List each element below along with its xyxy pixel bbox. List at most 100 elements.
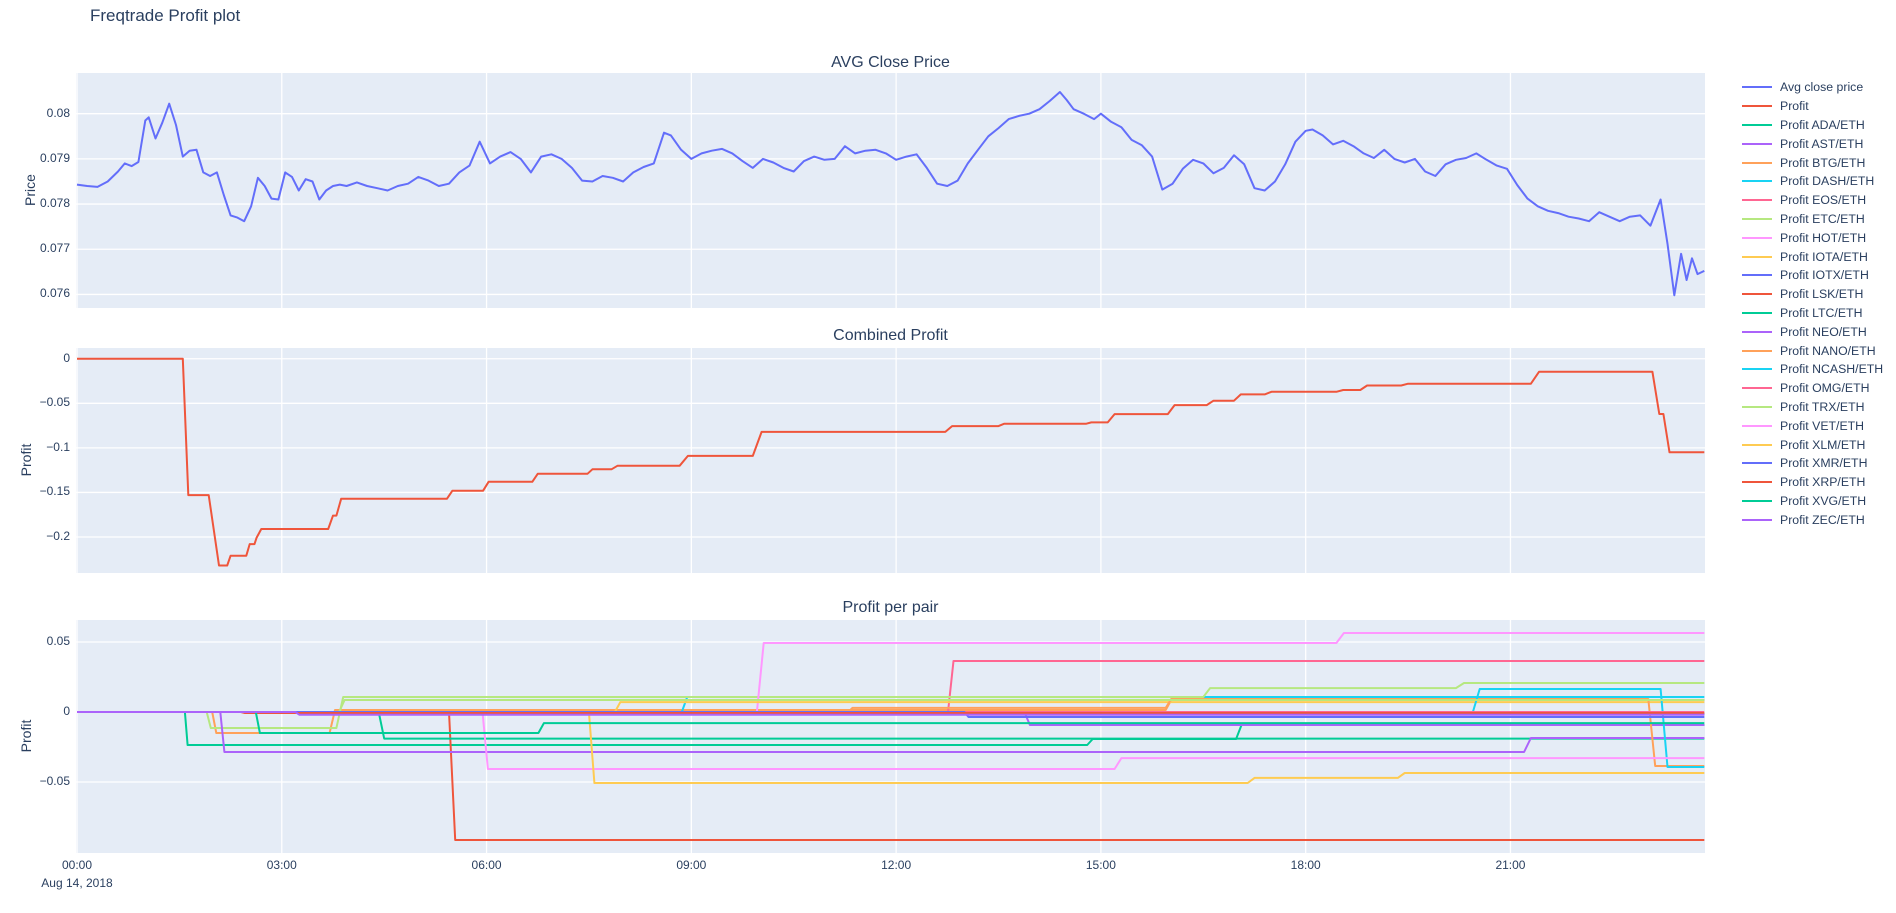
legend-line-swatch [1742,499,1772,502]
x-tick-label: 15:00 [1085,858,1116,872]
legend-item-label: Profit TRX/ETH [1780,399,1865,414]
legend-item-label: Profit XLM/ETH [1780,437,1866,452]
plot-background [76,348,1705,573]
y-tick-label: −0.2 [46,529,70,543]
legend-item-avg-close-price[interactable]: Avg close price [1742,78,1883,97]
legend-line-swatch [1742,217,1772,220]
legend-line-swatch [1742,518,1772,521]
legend-item-label: Profit VET/ETH [1780,418,1865,433]
legend-item-profit-xlm-eth[interactable]: Profit XLM/ETH [1742,435,1883,454]
legend-line-swatch [1742,330,1772,333]
legend-item-label: Avg close price [1780,80,1864,95]
x-tick-label: 21:00 [1495,858,1526,872]
subplot-combined-plot-area[interactable] [76,348,1705,573]
series-line-profit-ada-eth [77,711,1705,746]
legend-line-swatch [1742,180,1772,183]
legend-line-swatch [1742,481,1772,484]
legend-item-label: Profit ZEC/ETH [1780,512,1865,527]
legend-line-swatch [1742,105,1772,108]
y-tick-label: 0.08 [46,105,70,120]
legend-item-profit-trx-eth[interactable]: Profit TRX/ETH [1742,398,1883,417]
y-tick-label: 0.076 [39,286,70,301]
legend-line-swatch [1742,405,1772,408]
legend-item-profit[interactable]: Profit [1742,97,1883,116]
legend-item-profit-xrp-eth[interactable]: Profit XRP/ETH [1742,473,1883,492]
x-axis-date-label: Aug 14, 2018 [41,876,113,890]
legend-item-profit-omg-eth[interactable]: Profit OMG/ETH [1742,379,1883,398]
legend-item-profit-lsk-eth[interactable]: Profit LSK/ETH [1742,285,1883,304]
subplot-title-combined-profit: Combined Profit [833,327,948,344]
legend-item-label: Profit HOT/ETH [1780,230,1867,245]
legend-item-label: Profit NEO/ETH [1780,324,1867,339]
legend-item-label: Profit LTC/ETH [1780,305,1863,320]
x-tick-label: 03:00 [266,858,297,872]
y-tick-label: 0.077 [39,241,70,256]
legend-line-swatch [1742,86,1772,89]
legend-line-swatch [1742,123,1772,126]
x-tick-label: 09:00 [676,858,707,872]
legend-item-profit-hot-eth[interactable]: Profit HOT/ETH [1742,228,1883,247]
legend-item-profit-ast-eth[interactable]: Profit AST/ETH [1742,134,1883,153]
y-tick-label: −0.05 [39,395,70,410]
legend-line-swatch [1742,142,1772,145]
legend-item-profit-eos-eth[interactable]: Profit EOS/ETH [1742,191,1883,210]
legend-item-profit-zec-eth[interactable]: Profit ZEC/ETH [1742,510,1883,529]
legend-item-label: Profit EOS/ETH [1780,193,1867,208]
plot-background [76,620,1705,853]
legend-item-profit-nano-eth[interactable]: Profit NANO/ETH [1742,341,1883,360]
legend-item-profit-dash-eth[interactable]: Profit DASH/ETH [1742,172,1883,191]
legend-item-profit-etc-eth[interactable]: Profit ETC/ETH [1742,210,1883,229]
x-tick-label: 00:00 [61,858,93,872]
legend-item-label: Profit DASH/ETH [1780,174,1875,189]
legend-item-label: Profit LSK/ETH [1780,287,1864,302]
legend-item-profit-iota-eth[interactable]: Profit IOTA/ETH [1742,247,1883,266]
legend-item-profit-neo-eth[interactable]: Profit NEO/ETH [1742,322,1883,341]
legend-line-swatch [1742,274,1772,277]
subplot-title-avg-close-price: AVG Close Price [831,54,950,71]
legend-item-profit-xvg-eth[interactable]: Profit XVG/ETH [1742,492,1883,511]
x-tick-label: 06:00 [471,858,502,872]
legend-item-label: Profit OMG/ETH [1780,381,1870,396]
y-tick-label: 0.078 [39,196,70,211]
page-title: Freqtrade Profit plot [90,6,241,25]
legend-line-swatch [1742,368,1772,371]
legend-item-label: Profit XRP/ETH [1780,475,1866,490]
legend-item-label: Profit NANO/ETH [1780,343,1876,358]
series-line-profit-zec-eth [77,711,1705,716]
y-axis-label-profit-2: Profit [18,719,34,753]
y-tick-label: −0.05 [39,774,70,788]
legend-item-label: Profit XMR/ETH [1780,456,1868,471]
legend-item-profit-ltc-eth[interactable]: Profit LTC/ETH [1742,304,1883,323]
legend-line-swatch [1742,443,1772,446]
subplot-perpair-plot-area[interactable] [76,620,1705,853]
legend-item-label: Profit NCASH/ETH [1780,362,1884,377]
legend-line-swatch [1742,293,1772,296]
legend-line-swatch [1742,462,1772,465]
y-tick-label: 0.05 [46,633,70,648]
legend-item-label: Profit IOTX/ETH [1780,268,1869,283]
legend-item-label: Profit ADA/ETH [1780,117,1865,132]
legend-item-profit-ncash-eth[interactable]: Profit NCASH/ETH [1742,360,1883,379]
legend-item-profit-vet-eth[interactable]: Profit VET/ETH [1742,416,1883,435]
legend-item-label: Profit XVG/ETH [1780,493,1867,508]
legend-item-profit-btg-eth[interactable]: Profit BTG/ETH [1742,153,1883,172]
legend-item-profit-iotx-eth[interactable]: Profit IOTX/ETH [1742,266,1883,285]
subplot-price-plot-area[interactable] [76,73,1705,308]
legend-item-profit-xmr-eth[interactable]: Profit XMR/ETH [1742,454,1883,473]
y-tick-label: 0 [63,703,70,718]
legend-item-label: Profit ETC/ETH [1780,211,1865,226]
subplot-title-profit-per-pair: Profit per pair [842,599,939,616]
series-line-avg-close-price [76,91,1705,297]
legend-line-swatch [1742,387,1772,390]
legend-line-swatch [1742,255,1772,258]
legend-item-label: Profit BTG/ETH [1780,155,1866,170]
legend-line-swatch [1742,311,1772,314]
legend-line-swatch [1742,161,1772,164]
legend-item-label: Profit [1780,99,1809,114]
y-tick-label: −0.1 [46,439,70,454]
series-line-profit [77,357,1705,567]
legend-line-swatch [1742,199,1772,202]
legend: Avg close price Profit Profit ADA/ETH Profi… [1742,78,1883,529]
legend-item-profit-ada-eth[interactable]: Profit ADA/ETH [1742,116,1883,135]
